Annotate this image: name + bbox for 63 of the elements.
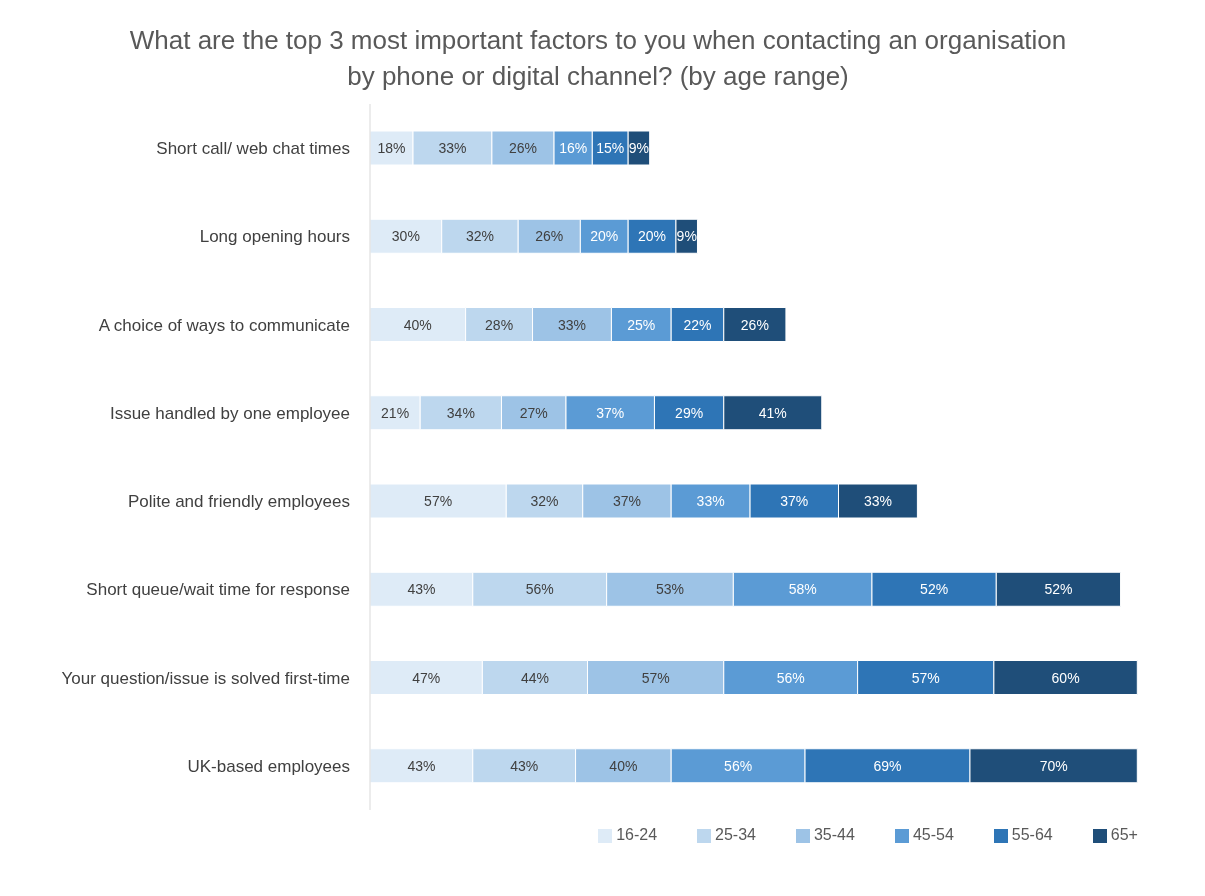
data-label: 56%	[724, 757, 753, 774]
data-label: 20%	[590, 228, 619, 245]
data-label: 9%	[628, 140, 650, 156]
data-label: 57%	[641, 669, 670, 686]
data-label: 33%	[557, 316, 586, 333]
data-label: 30%	[391, 228, 420, 245]
legend-label: 55-64	[1011, 826, 1053, 843]
data-label: 41%	[758, 404, 787, 421]
data-label: 60%	[1051, 669, 1080, 686]
legend-label: 16-24	[616, 826, 658, 843]
data-label: 53%	[655, 581, 685, 598]
data-label: 34%	[446, 404, 475, 421]
data-label: 33%	[696, 493, 725, 509]
data-label: 20%	[638, 228, 667, 245]
data-label: 25%	[627, 316, 656, 333]
data-label: 37%	[612, 493, 641, 509]
data-label: 37%	[596, 404, 625, 421]
data-label: 57%	[911, 669, 940, 686]
data-label: 28%	[485, 316, 514, 333]
data-label: 47%	[412, 669, 441, 686]
data-label: 56%	[776, 669, 805, 686]
data-label: 26%	[740, 316, 769, 333]
data-label: 16%	[559, 140, 588, 156]
data-label: 18%	[377, 140, 406, 156]
legend-label: 45-54	[912, 826, 954, 843]
data-label: 32%	[530, 493, 559, 509]
y-tick-label: UK-based employees	[187, 756, 350, 776]
y-tick-label: Polite and friendly employees	[127, 492, 350, 512]
data-label: 43%	[407, 757, 436, 774]
y-tick-label: Short call/ web chat times	[156, 139, 350, 159]
data-label: 43%	[510, 757, 539, 774]
data-label: 57%	[424, 493, 453, 509]
data-label: 27%	[519, 404, 548, 421]
data-label: 43%	[407, 581, 436, 598]
y-tick-label: Your question/issue is solved first-time	[61, 668, 350, 688]
data-label: 33%	[438, 140, 467, 156]
data-label: 52%	[1044, 581, 1073, 598]
data-label: 21%	[381, 404, 410, 421]
y-tick-label: Long opening hours	[199, 227, 350, 247]
data-label: 69%	[873, 757, 902, 774]
chart-title: What are the top 3 most important factors to you when contacting an organisation by phone or digital channel? (by age range)	[128, 24, 1068, 93]
legend-label: 65+	[1110, 826, 1138, 843]
legend-label: 35-44	[813, 826, 855, 843]
y-tick-label: A choice of ways to communicate	[98, 315, 350, 335]
data-label: 29%	[675, 404, 704, 421]
data-label: 15%	[596, 140, 625, 156]
data-label: 44%	[520, 669, 549, 686]
data-label: 58%	[788, 581, 817, 598]
data-label: 32%	[465, 228, 494, 245]
y-tick-label: Short queue/wait time for response	[86, 580, 350, 600]
data-label: 40%	[609, 757, 638, 774]
data-label: 70%	[1039, 757, 1068, 774]
data-label: 22%	[683, 316, 712, 333]
data-label: 9%	[676, 228, 697, 245]
data-label: 26%	[508, 140, 537, 156]
y-tick-label: Issue handled by one employee	[109, 403, 350, 423]
legend-label: 25-34	[715, 826, 756, 843]
data-label: 56%	[525, 581, 554, 598]
data-label: 37%	[780, 493, 809, 509]
data-label: 52%	[920, 581, 949, 598]
data-label: 33%	[863, 493, 892, 509]
data-label: 26%	[535, 228, 564, 245]
data-label: 40%	[403, 316, 432, 333]
